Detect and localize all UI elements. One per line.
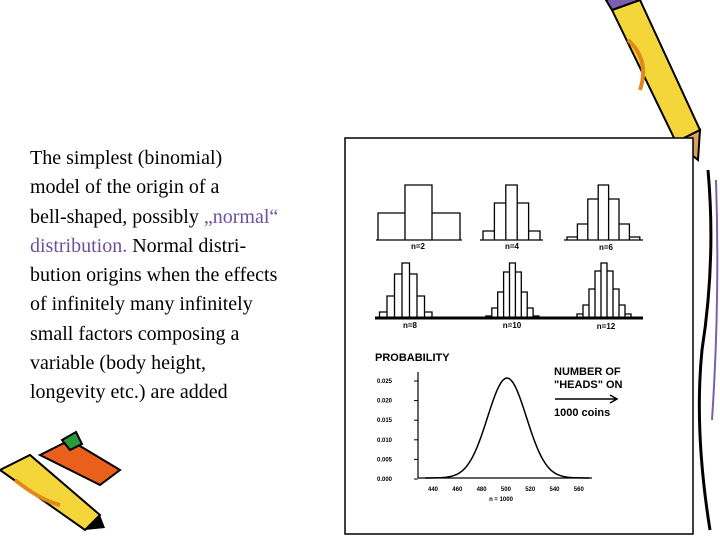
y-tick-label: 0.025 [377, 379, 393, 385]
text-line: small factors composing a [30, 320, 278, 349]
histogram-label: n=8 [403, 321, 418, 330]
y-tick-label: 0.005 [377, 457, 393, 463]
doodle-line [711, 179, 719, 421]
text-line: of infinitely many infinitely [30, 290, 278, 319]
x-tick-label: 540 [549, 487, 560, 493]
histogram-label: n=10 [503, 321, 522, 330]
text-segment: The simplest (binomial) [30, 147, 223, 169]
text-line: variable (body height, [30, 349, 278, 378]
y-ticks: 0.025 0.020 0.015 0.010 0.005 0.000 [377, 379, 418, 483]
pencil-eraser [604, 0, 642, 12]
histogram-label: n=6 [599, 243, 614, 252]
x-tick-label: 500 [501, 487, 512, 493]
histogram [378, 262, 433, 318]
pencil-body [37, 438, 122, 487]
x-tick-label: 460 [452, 487, 463, 493]
legend-text: 1000 coins [554, 407, 610, 419]
legend-text: "HEADS" ON [554, 379, 623, 391]
histogram [480, 184, 543, 241]
text-segment: longevity etc.) are added [30, 381, 228, 404]
legend-text: NUMBER OF [554, 366, 621, 378]
x-ticks: 440 460 480 500 520 540 560 [428, 487, 584, 493]
histogram [485, 262, 540, 318]
pencil-stripe [13, 478, 61, 507]
x-tick-label: 440 [428, 487, 439, 493]
text-line: The simplest (binomial) [30, 144, 278, 173]
axis-title: PROBABILITY [375, 352, 450, 364]
text-line: bell-shaped, possibly „normal“ [30, 203, 278, 232]
text-segment: small factors composing a [30, 322, 240, 345]
y-tick-label: 0.015 [377, 418, 393, 424]
pencil-eraser [60, 430, 84, 452]
histogram-label: n=2 [411, 242, 426, 251]
text-line: model of the origin of a [30, 173, 278, 202]
text-segment: bell-shaped, possibly [30, 205, 204, 228]
y-tick-label: 0.010 [377, 438, 393, 444]
histogram [576, 262, 632, 318]
x-tick-label: 560 [574, 487, 585, 493]
text-segment: bution origins when the effects [30, 264, 278, 287]
histogram-label: n=4 [505, 242, 520, 251]
histogram-label: n=12 [597, 322, 616, 331]
text-line: distribution. Normal distri- [30, 232, 278, 261]
axis-label: n = 1000 [489, 497, 514, 503]
text-segment: of infinitely many infinitely [30, 293, 253, 316]
pencil-decoration [604, 0, 719, 531]
text-segment: variable (body height, [30, 352, 207, 375]
pencil-body [610, 0, 702, 144]
figure-frame [344, 137, 694, 535]
histogram [376, 184, 462, 241]
figure: n=2 n=4 n=6 n=8 n=10 n=12 PROBABILITY NU… [344, 137, 694, 535]
text-segment: model of the origin of a [30, 176, 220, 199]
pencil-tip [85, 515, 105, 530]
x-tick-label: 520 [525, 487, 536, 493]
text-line: longevity etc.) are added [30, 378, 278, 407]
text-segment: Normal distri- [127, 234, 247, 257]
doodle-line [697, 169, 713, 531]
body-text: The simplest (binomial) model of the orig… [30, 144, 278, 408]
x-tick-label: 480 [477, 487, 488, 493]
text-segment: „normal“ [203, 205, 279, 228]
text-line: bution origins when the effects [30, 261, 278, 290]
pencil-stripe [626, 38, 645, 91]
arrow [555, 394, 619, 404]
histogram [564, 184, 643, 241]
y-tick-label: 0.000 [377, 477, 393, 483]
pencil-decoration [0, 430, 122, 532]
y-tick-label: 0.020 [377, 399, 393, 405]
bell-curve [425, 377, 589, 479]
text-segment: distribution. [30, 234, 128, 257]
